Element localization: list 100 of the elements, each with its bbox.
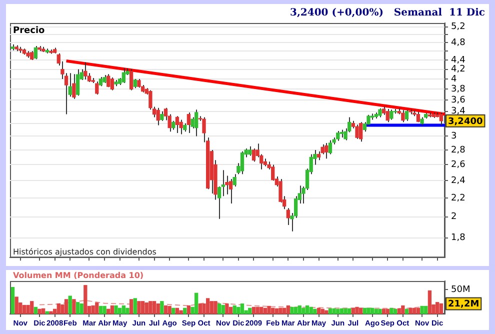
candlestick <box>355 124 359 140</box>
bar <box>274 308 279 314</box>
bar <box>118 308 122 314</box>
candlestick <box>106 74 110 88</box>
y-tick-label: 3,4 <box>451 106 466 117</box>
chart-title: 3,2400 (+0,00%) Semanal 11 Dic <box>290 8 485 19</box>
candlestick <box>328 140 332 155</box>
bar <box>91 305 95 314</box>
y-tick-label: 4 <box>451 74 457 84</box>
bar <box>49 311 53 314</box>
y-tick-label: 1,8 <box>451 233 466 244</box>
bar <box>252 306 256 314</box>
bar <box>95 302 99 314</box>
candlestick <box>175 116 180 134</box>
bar <box>164 305 168 314</box>
candlestick <box>324 142 328 160</box>
y-tick-label: 4,4 <box>451 55 466 66</box>
bar <box>228 306 233 314</box>
bar <box>316 308 321 314</box>
bar <box>122 305 126 314</box>
bar <box>106 308 110 314</box>
bar <box>282 308 286 314</box>
bar <box>34 306 38 314</box>
bar <box>168 306 172 314</box>
candlestick <box>228 178 233 204</box>
bar <box>305 305 310 314</box>
bar <box>378 308 382 314</box>
bar <box>271 308 275 314</box>
bar <box>68 296 72 314</box>
bar <box>64 299 68 314</box>
bar <box>401 305 405 314</box>
bar <box>194 292 198 314</box>
bar <box>428 290 432 314</box>
bar <box>313 308 317 314</box>
bar <box>290 306 294 314</box>
y-tick-label: 2,6 <box>451 160 466 170</box>
bar <box>336 308 340 314</box>
annotation: Históricos ajustados con dividendos <box>13 248 156 257</box>
bar <box>420 306 424 314</box>
y-tick-label: 4,2 <box>451 64 466 75</box>
candlestick <box>401 110 405 123</box>
bar <box>148 301 152 314</box>
bar <box>340 308 344 314</box>
candlestick <box>248 146 252 156</box>
bar <box>320 308 324 314</box>
bar <box>366 308 370 314</box>
y-tick-label: 4,8 <box>451 38 466 48</box>
bar <box>248 308 252 314</box>
bar <box>298 305 302 314</box>
y-tick-label: 2,8 <box>451 145 466 156</box>
bar <box>355 306 359 314</box>
bar <box>206 298 210 314</box>
bar <box>221 304 225 314</box>
candlestick <box>179 119 183 135</box>
bar <box>436 302 440 314</box>
candlestick <box>359 122 363 142</box>
candlestick <box>34 46 38 60</box>
bar <box>404 308 409 314</box>
candlestick <box>404 110 409 122</box>
bar <box>408 308 412 314</box>
bar <box>359 308 363 314</box>
bar <box>240 303 244 314</box>
bar <box>416 308 420 314</box>
candlestick <box>72 74 76 100</box>
bar <box>80 303 84 314</box>
chart-title: Volumen MM (Ponderada 10) <box>13 271 144 280</box>
bar <box>137 301 141 314</box>
bar <box>424 306 428 314</box>
bar <box>332 308 336 314</box>
bar <box>374 308 378 314</box>
bar <box>263 308 268 314</box>
bar <box>45 311 49 314</box>
bar <box>198 303 202 314</box>
bar <box>98 306 103 314</box>
bar <box>183 308 187 314</box>
bar <box>156 303 160 314</box>
bar <box>351 308 356 314</box>
text: 3,2400 <box>448 116 483 127</box>
candlestick <box>122 68 126 84</box>
bar <box>386 308 390 314</box>
bar <box>393 308 398 314</box>
y-tick-label: 3 <box>451 132 457 142</box>
bar <box>30 301 34 314</box>
bar <box>26 304 30 314</box>
bar <box>412 308 416 314</box>
bar <box>126 308 130 314</box>
bar <box>260 306 264 314</box>
bar <box>344 308 348 314</box>
y-tick-label: 2 <box>451 212 457 222</box>
bar <box>214 301 218 314</box>
bar <box>129 299 134 314</box>
candlestick <box>386 108 390 123</box>
bar <box>144 302 148 314</box>
bar <box>439 303 444 314</box>
bar <box>76 302 80 314</box>
bar <box>232 305 236 314</box>
bar <box>302 308 306 314</box>
y-tick-label: 3,6 <box>451 95 466 106</box>
y-tick-label: 3,8 <box>451 84 466 95</box>
bar <box>152 301 156 314</box>
